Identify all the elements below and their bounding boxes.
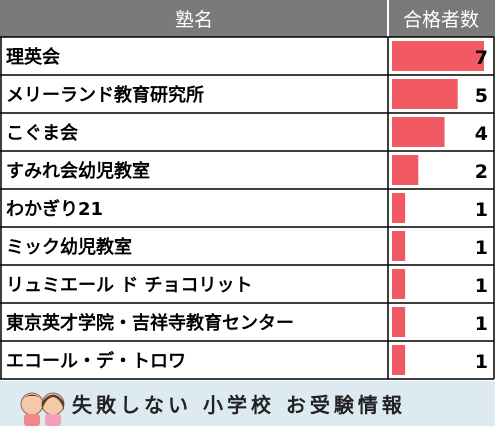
banner-title: 失敗しない 小学校 お受験情報 <box>72 393 406 417</box>
bar <box>392 231 406 261</box>
school-name: リュミエール ド チョコリット <box>6 275 253 296</box>
school-name: メリーランド教育研究所 <box>6 84 204 106</box>
bar <box>392 345 406 375</box>
column-header-count: 合格者数 <box>403 9 479 31</box>
school-name: わかぎり21 <box>6 198 103 220</box>
header-background <box>0 0 495 37</box>
pass-count: 1 <box>475 275 488 297</box>
column-header-name: 塾名 <box>175 9 213 31</box>
bar <box>392 117 445 147</box>
banner-background <box>0 381 495 426</box>
pass-count: 1 <box>475 313 488 335</box>
pass-count: 5 <box>475 85 488 107</box>
school-name: 理英会 <box>6 46 60 68</box>
pass-count: 1 <box>475 199 488 221</box>
school-name: すみれ会幼児教室 <box>6 160 150 182</box>
bar <box>392 79 458 109</box>
school-name: ミック幼児教室 <box>6 236 132 258</box>
bar <box>392 307 406 337</box>
pass-count: 2 <box>475 161 488 183</box>
school-name: エコール・デ・トロワ <box>6 350 186 372</box>
pass-count: 1 <box>475 237 488 259</box>
school-name: 東京英才学院・吉祥寺教育センター <box>6 312 294 334</box>
bar <box>392 193 406 223</box>
school-name: こぐま会 <box>6 122 78 144</box>
table-body: 理英会 7 メリーランド教育研究所 5 こぐま会 4 すみれ会幼児教室 2 わかぎり21 1 ミック… <box>0 36 495 380</box>
bar <box>392 155 419 185</box>
pass-count: 4 <box>475 123 488 145</box>
bar <box>392 269 406 299</box>
bar <box>392 41 484 71</box>
pass-count: 1 <box>475 351 488 373</box>
pass-count: 7 <box>475 47 488 69</box>
kids-logo <box>20 392 65 426</box>
